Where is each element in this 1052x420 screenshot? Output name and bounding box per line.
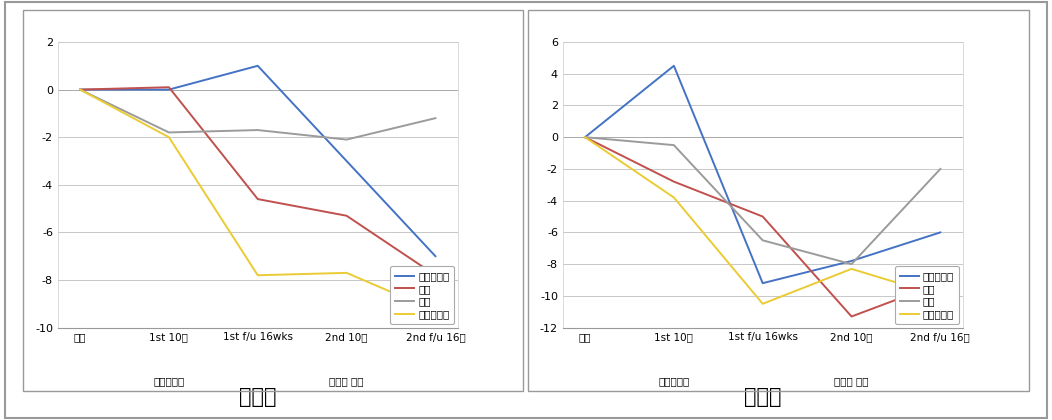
열증 xyxy=(340,213,352,218)
Line: 한증: 한증 xyxy=(80,89,436,139)
Line: 열증: 열증 xyxy=(80,87,436,275)
한열착잡증 xyxy=(756,301,769,306)
무한무열증 xyxy=(934,230,947,235)
무한무열증 xyxy=(756,281,769,286)
열증 xyxy=(668,179,681,184)
Line: 열증: 열증 xyxy=(585,137,940,317)
무한무열증 xyxy=(579,135,591,140)
한열착잡증 xyxy=(74,87,86,92)
Text: 치료군: 치료군 xyxy=(239,387,277,407)
무한무열증 xyxy=(340,158,352,163)
Line: 한열착잡증: 한열착잡증 xyxy=(80,89,436,311)
한열착잡증 xyxy=(845,266,857,271)
무한무열증 xyxy=(163,87,176,92)
열증 xyxy=(429,273,442,278)
무한무열증 xyxy=(429,254,442,259)
한증 xyxy=(74,87,86,92)
Legend: 무한무열증, 열증, 한증, 한열착잡증: 무한무열증, 열증, 한증, 한열착잡증 xyxy=(390,266,454,325)
열증 xyxy=(934,281,947,286)
Line: 무한무열증: 무한무열증 xyxy=(80,66,436,256)
Line: 한열착잡증: 한열착잡증 xyxy=(585,137,940,304)
Text: 침치로종료: 침치로종료 xyxy=(154,376,184,386)
무한무열증 xyxy=(668,63,681,68)
Text: 침치료 종료: 침치료 종료 xyxy=(834,376,869,386)
한열착잡증 xyxy=(934,293,947,298)
한열착잡증 xyxy=(429,308,442,313)
한증 xyxy=(845,262,857,267)
Legend: 무한무열증, 열증, 한증, 한열착잡증: 무한무열증, 열증, 한증, 한열착잡증 xyxy=(895,266,959,325)
열증 xyxy=(251,197,264,202)
한열착잡증 xyxy=(579,135,591,140)
Line: 한증: 한증 xyxy=(585,137,940,264)
열증 xyxy=(74,87,86,92)
한열착잡증 xyxy=(251,273,264,278)
한열착잡증 xyxy=(668,195,681,200)
Text: 대조군: 대조군 xyxy=(744,387,782,407)
열증 xyxy=(845,314,857,319)
한증 xyxy=(579,135,591,140)
한증 xyxy=(251,128,264,133)
한증 xyxy=(668,143,681,148)
무한무열증 xyxy=(251,63,264,68)
Text: 침치료종료: 침치료종료 xyxy=(659,376,689,386)
열증 xyxy=(756,214,769,219)
한증 xyxy=(756,238,769,243)
Line: 무한무열증: 무한무열증 xyxy=(585,66,940,283)
열증 xyxy=(163,85,176,90)
한증 xyxy=(340,137,352,142)
무한무열증 xyxy=(74,87,86,92)
한증 xyxy=(163,130,176,135)
열증 xyxy=(579,135,591,140)
Text: 침치트 종료: 침치트 종료 xyxy=(329,376,364,386)
무한무열증 xyxy=(845,258,857,263)
한열착잡증 xyxy=(163,135,176,140)
한열착잡증 xyxy=(340,270,352,276)
한증 xyxy=(429,116,442,121)
한증 xyxy=(934,166,947,171)
